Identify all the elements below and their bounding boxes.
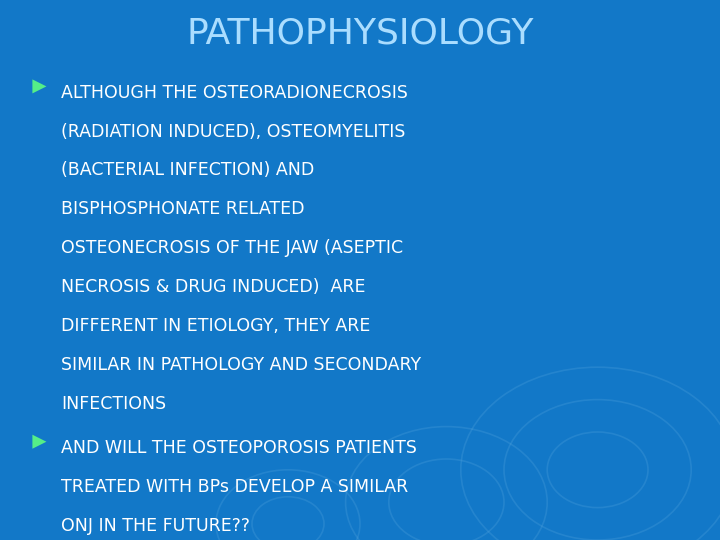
- Text: TREATED WITH BPs DEVELOP A SIMILAR: TREATED WITH BPs DEVELOP A SIMILAR: [61, 478, 408, 496]
- Text: OSTEONECROSIS OF THE JAW (ASEPTIC: OSTEONECROSIS OF THE JAW (ASEPTIC: [61, 239, 403, 257]
- Polygon shape: [32, 435, 46, 449]
- Text: DIFFERENT IN ETIOLOGY, THEY ARE: DIFFERENT IN ETIOLOGY, THEY ARE: [61, 317, 371, 335]
- Text: (BACTERIAL INFECTION) AND: (BACTERIAL INFECTION) AND: [61, 161, 315, 179]
- Text: NECROSIS & DRUG INDUCED)  ARE: NECROSIS & DRUG INDUCED) ARE: [61, 278, 366, 296]
- Text: INFECTIONS: INFECTIONS: [61, 395, 166, 413]
- Text: AND WILL THE OSTEOPOROSIS PATIENTS: AND WILL THE OSTEOPOROSIS PATIENTS: [61, 439, 417, 457]
- Text: (RADIATION INDUCED), OSTEOMYELITIS: (RADIATION INDUCED), OSTEOMYELITIS: [61, 123, 405, 140]
- Text: PATHOPHYSIOLOGY: PATHOPHYSIOLOGY: [186, 16, 534, 50]
- Text: ALTHOUGH THE OSTEORADIONECROSIS: ALTHOUGH THE OSTEORADIONECROSIS: [61, 84, 408, 102]
- Text: ONJ IN THE FUTURE??: ONJ IN THE FUTURE??: [61, 517, 251, 535]
- Text: BISPHOSPHONATE RELATED: BISPHOSPHONATE RELATED: [61, 200, 305, 218]
- Polygon shape: [32, 79, 46, 93]
- Text: SIMILAR IN PATHOLOGY AND SECONDARY: SIMILAR IN PATHOLOGY AND SECONDARY: [61, 356, 421, 374]
